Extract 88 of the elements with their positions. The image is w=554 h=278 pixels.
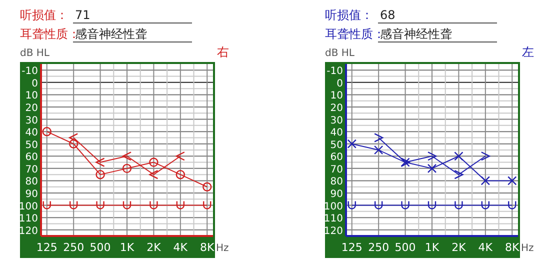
point: [428, 200, 436, 210]
y-tick-label: 80: [25, 176, 38, 188]
y-axis-title: dB HL: [325, 48, 355, 59]
x-axis-title: Hz: [216, 243, 229, 254]
point: [374, 133, 384, 142]
y-tick-label: 50: [330, 140, 343, 151]
point: [203, 200, 212, 210]
point: [68, 139, 78, 148]
y-tick-label: 120: [18, 226, 38, 237]
y-axis-title: dB HL: [20, 48, 50, 59]
point: [454, 152, 464, 161]
y-tick-label: 60: [25, 152, 38, 164]
y-tick-label: 50: [25, 140, 38, 151]
x-tick-label: 250: [368, 241, 390, 254]
point: [176, 170, 186, 180]
y-tick-label: 80: [330, 176, 343, 188]
y-tick-label: 0: [336, 78, 343, 90]
y-tick-label: 10: [25, 90, 38, 102]
point: [42, 200, 51, 210]
y-tick-label: 10: [330, 90, 343, 102]
x-axis-title: Hz: [521, 243, 534, 254]
point: [122, 164, 132, 174]
y-tick-label: 90: [25, 189, 38, 200]
point: [202, 182, 212, 192]
y-tick-label: 100: [324, 201, 343, 212]
point: [480, 152, 490, 161]
y-tick-label: 30: [330, 115, 343, 126]
point: [401, 200, 410, 210]
point: [454, 200, 463, 210]
x-tick-label: 125: [341, 241, 362, 254]
point: [69, 200, 78, 210]
point: [176, 200, 185, 210]
text: 71: [75, 8, 90, 22]
point: [149, 170, 158, 180]
text: 听损值：: [20, 8, 68, 22]
point: [508, 176, 517, 186]
x-tick-label: 2K: [452, 241, 467, 254]
y-tick-label: -10: [22, 66, 38, 78]
x-tick-label: 8K: [200, 241, 216, 254]
point: [427, 164, 437, 174]
point: [481, 200, 490, 210]
point: [348, 200, 356, 210]
y-tick-label: 110: [324, 214, 343, 225]
point: [42, 126, 52, 136]
point: [508, 200, 516, 210]
x-tick-label: 500: [90, 241, 111, 254]
chart-title: 左: [522, 45, 534, 59]
y-tick-label: 20: [330, 103, 343, 114]
y-tick-label: 100: [18, 201, 38, 212]
y-tick-label: 0: [32, 78, 38, 90]
point: [96, 170, 105, 180]
y-tick-label: 120: [324, 226, 343, 237]
point: [454, 170, 464, 180]
y-tick-label: -10: [326, 66, 343, 78]
text: 听损值：: [325, 8, 373, 22]
point: [374, 145, 384, 155]
y-tick-label: 110: [18, 214, 38, 225]
x-tick-label: 8K: [505, 241, 520, 254]
y-tick-label: 90: [330, 189, 343, 200]
y-tick-label: 40: [25, 128, 38, 139]
y-tick-label: 40: [330, 128, 343, 139]
y-tick-label: 70: [330, 164, 343, 176]
point: [150, 200, 158, 210]
x-tick-label: 4K: [478, 241, 494, 254]
y-tick-label: 20: [25, 103, 38, 114]
x-tick-label: 125: [36, 241, 58, 254]
point: [122, 152, 132, 161]
point: [68, 133, 78, 142]
chart-title: 右: [217, 45, 229, 59]
x-tick-label: 4K: [173, 241, 188, 254]
y-tick-label: 60: [330, 152, 343, 164]
point: [427, 152, 437, 161]
point: [96, 200, 104, 210]
x-tick-label: 1K: [424, 241, 440, 254]
x-tick-label: 1K: [120, 241, 135, 254]
y-tick-label: 30: [25, 115, 38, 126]
point: [374, 200, 383, 210]
point: [347, 139, 356, 148]
point: [480, 176, 490, 186]
point: [122, 200, 132, 210]
x-tick-label: 250: [63, 241, 84, 254]
x-tick-label: 2K: [146, 241, 162, 254]
text: 68: [380, 8, 396, 22]
point: [96, 158, 105, 167]
point: [149, 158, 158, 167]
x-tick-label: 500: [394, 241, 416, 254]
y-tick-label: 70: [25, 164, 38, 176]
point: [176, 152, 186, 161]
